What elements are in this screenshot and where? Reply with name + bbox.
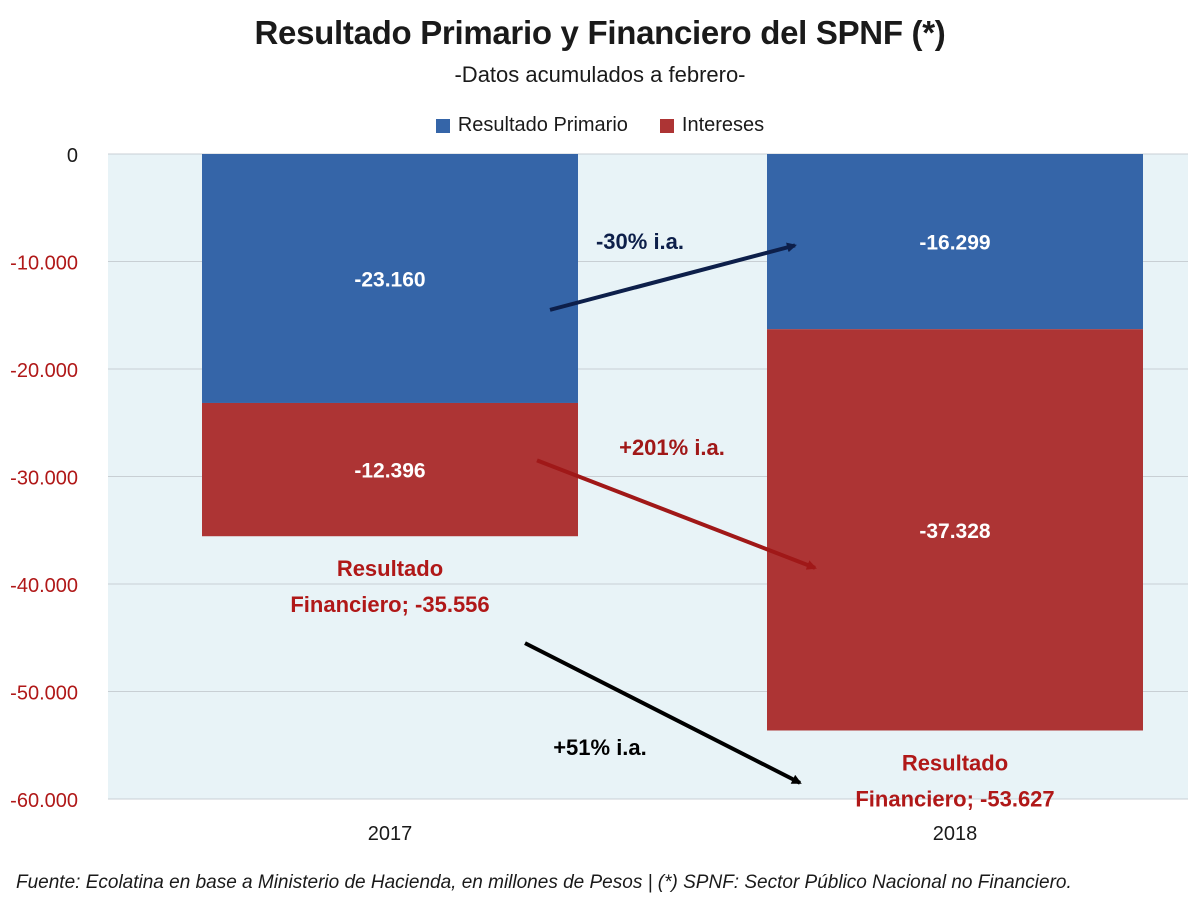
y-tick-label: -40.000 <box>10 575 78 597</box>
growth-arrow <box>524 641 802 785</box>
x-tick-label: 2018 <box>933 823 978 845</box>
total-label: Financiero; -35.556 <box>290 592 489 617</box>
data-label: -23.160 <box>354 268 425 291</box>
y-tick-label: 0 <box>67 145 78 167</box>
bar-intereses-2017 <box>202 402 578 537</box>
source-note: Fuente: Ecolatina en base a Ministerio d… <box>16 872 1072 893</box>
data-label: -16.299 <box>919 232 990 255</box>
data-label: -37.328 <box>919 520 991 543</box>
legend-item-primario: Resultado Primario <box>435 114 628 137</box>
y-tick-label: -20.000 <box>10 360 78 382</box>
legend-swatch-primario <box>435 118 450 133</box>
growth-arrow <box>536 458 817 570</box>
total-label: Resultado <box>902 750 1008 775</box>
legend-swatch-intereses <box>659 118 674 133</box>
y-tick-label: -10.000 <box>10 253 78 275</box>
legend: Resultado Primario Intereses <box>0 114 1200 137</box>
total-label: Resultado <box>337 556 443 581</box>
chart-subtitle: -Datos acumulados a febrero- <box>454 62 746 87</box>
growth-label: +51% i.a. <box>553 735 647 760</box>
data-label: -12.396 <box>354 460 425 483</box>
total-label: Financiero; -53.627 <box>855 786 1054 811</box>
y-tick-label: -30.000 <box>10 468 78 490</box>
legend-item-intereses: Intereses <box>659 114 765 137</box>
chart-title: Resultado Primario y Financiero del SPNF… <box>254 14 946 51</box>
bar-primario-2018 <box>767 154 1143 330</box>
bar-primario-2017 <box>202 154 578 403</box>
legend-label-intereses: Intereses <box>681 114 765 136</box>
growth-arrow <box>549 242 797 312</box>
growth-label: -30% i.a. <box>596 229 684 254</box>
bar-intereses-2018 <box>767 329 1143 731</box>
growth-label: +201% i.a. <box>619 435 725 460</box>
x-tick-label: 2017 <box>368 823 413 845</box>
y-tick-label: -60.000 <box>10 790 78 812</box>
legend-label-primario: Resultado Primario <box>457 114 628 136</box>
y-tick-label: -50.000 <box>10 683 78 705</box>
